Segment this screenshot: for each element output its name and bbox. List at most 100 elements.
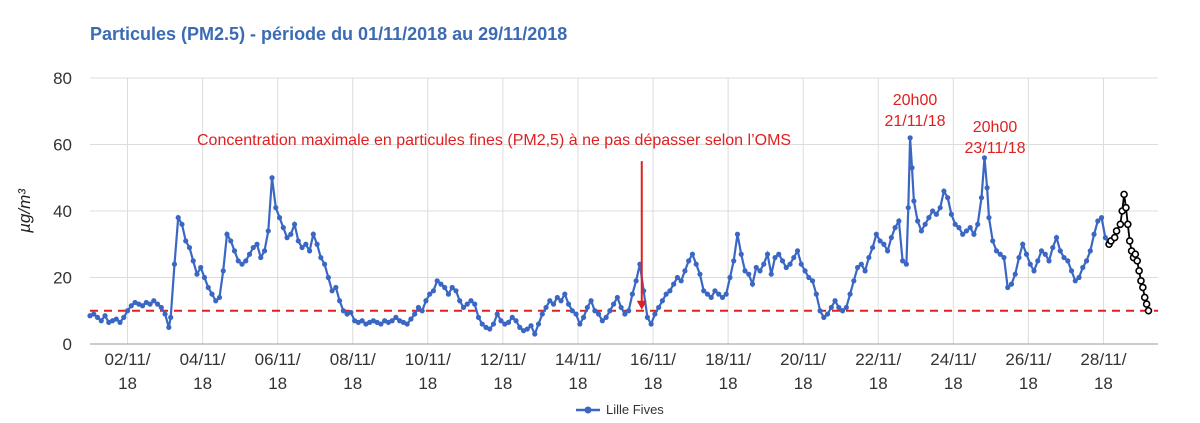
data-point [91,311,97,317]
data-point [1008,281,1015,287]
data-point [809,278,816,284]
data-point [1038,248,1045,254]
data-point [881,241,887,247]
data-point [990,238,996,244]
data-point [314,241,320,247]
data-point [832,298,838,304]
data-point [896,218,902,224]
x-tick-label-date: 24/11/ [930,350,976,369]
data-point [1046,258,1052,264]
data-point [359,318,365,324]
data-point [434,278,440,284]
data-point [1122,203,1130,212]
data-point [228,238,234,244]
data-point [113,316,119,322]
data-point [888,235,894,241]
data-point [918,228,924,234]
data-point [295,238,301,244]
data-point [348,309,354,316]
data-point [1053,235,1060,241]
data-point [595,311,602,317]
data-point [984,185,990,191]
series-layer [87,135,1153,337]
data-point [1020,241,1026,247]
data-point [438,281,444,287]
data-point [742,268,748,274]
data-point [873,231,879,237]
data-point [154,301,161,307]
data-point [779,258,786,264]
annotation-layer: Concentration maximale en particules fin… [197,92,1026,310]
data-point [1098,215,1105,221]
data-point [776,251,782,257]
data-point [693,261,699,267]
data-point [209,291,215,297]
data-point [1061,254,1067,261]
data-point [569,308,575,314]
data-point [866,254,872,261]
data-point [909,165,915,171]
data-point [783,264,789,271]
x-tick-label-year: 18 [418,374,437,393]
data-point [689,251,696,257]
data-point [580,314,587,320]
data-point [915,218,921,224]
data-point [712,288,718,294]
data-point [524,326,530,332]
data-point [903,261,909,267]
data-point [1125,237,1134,245]
data-point [231,248,238,254]
x-tick-label-year: 18 [268,374,287,393]
data-point [1131,250,1140,259]
data-point [971,231,977,237]
who-threshold-annotation: Concentration maximale en particules fin… [197,132,791,149]
data-point [952,221,958,227]
data-point [186,244,193,251]
x-tick-label-date: 12/11/ [480,350,526,369]
data-point [98,318,104,324]
data-point [254,241,260,247]
data-point [517,324,523,330]
data-point [787,261,793,267]
data-point [905,205,911,211]
data-point [453,288,459,294]
data-point [956,225,962,231]
legend-label-lille-fives: Lille Fives [606,402,664,417]
x-tick-label-year: 18 [343,374,362,393]
data-point [408,316,414,322]
data-point [948,211,955,217]
data-point [198,264,204,271]
data-point [708,294,714,301]
data-point [1116,220,1125,229]
data-point [1095,218,1101,224]
data-point [682,268,688,274]
data-point [993,248,1000,254]
series-0 [87,135,1112,337]
data-point [288,231,294,237]
data-point [539,311,545,317]
data-point [843,304,849,311]
data-point [1080,264,1086,271]
data-point [764,251,771,257]
data-point [633,278,639,284]
data-point [1012,271,1018,277]
data-point [554,294,560,301]
data-point [445,291,452,297]
data-point [622,311,628,317]
peak1-date-label: 21/11/18 [884,113,945,130]
data-point [1001,254,1007,261]
data-point [584,304,590,311]
data-point [746,271,752,277]
data-point [423,298,429,304]
legend[interactable]: Lille Fives [576,402,664,417]
data-point [175,215,181,221]
data-point [626,308,632,314]
data-point [1076,274,1082,281]
x-tick-label-date: 14/11/ [555,350,601,369]
data-point [528,323,534,329]
data-point [190,258,196,264]
data-point [284,235,290,241]
data-point [303,241,309,247]
data-point [794,248,801,254]
data-point [701,288,707,294]
